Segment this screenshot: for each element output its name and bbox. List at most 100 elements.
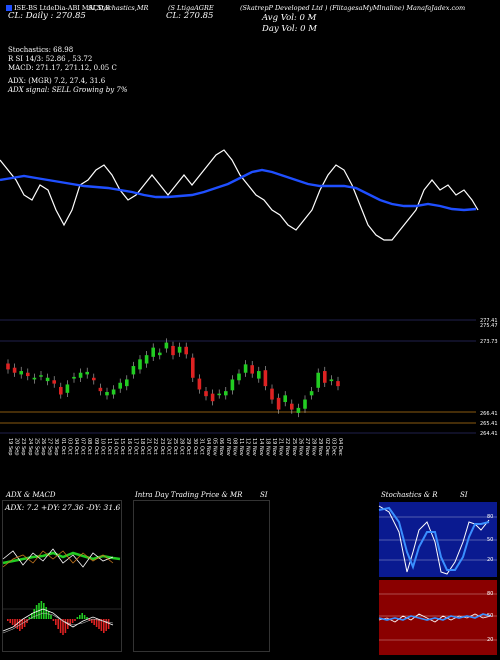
- stochastics-si: R SI 14/3: 52.86 , 53.72: [8, 55, 93, 63]
- candle-bull: [309, 391, 314, 396]
- date-label: 14 Oct: [113, 438, 119, 455]
- macd-bar: [103, 619, 105, 633]
- macd-bar: [21, 619, 23, 629]
- macd-bar: [26, 619, 28, 623]
- candle-bull: [303, 399, 307, 409]
- adx-chart: [2, 548, 121, 635]
- stoch-si: SI: [460, 491, 468, 499]
- candle-bear: [210, 393, 215, 402]
- candle-bear: [184, 346, 188, 355]
- macd-bar: [64, 619, 67, 633]
- rsi-level-20: 20: [487, 637, 493, 643]
- macd-bar: [62, 619, 64, 635]
- candles-group: [6, 338, 340, 418]
- date-label: 25 Oct: [172, 438, 178, 455]
- rsi-level-50: 50: [487, 613, 493, 619]
- date-label: 04 Oct: [73, 438, 79, 455]
- macd-bar: [91, 619, 93, 623]
- candle-bull: [283, 395, 287, 403]
- candle-bull: [257, 371, 261, 379]
- candle-bear: [92, 377, 96, 381]
- macd-bar: [14, 619, 16, 627]
- stoch-title: Stochastics & R: [381, 491, 438, 499]
- legend-marker-icon: [6, 5, 12, 11]
- macd-bar: [35, 605, 38, 619]
- candle-bear: [98, 387, 103, 392]
- adx-panel-values: ADX: 7.2 +DY: 27.36 -DY: 31.6: [5, 503, 121, 512]
- price-label-3: 266.41: [480, 411, 498, 417]
- candle-bear: [26, 372, 30, 377]
- stochastics-panel: 80 50 20: [378, 502, 497, 577]
- stoch-level-80: 80: [487, 514, 493, 520]
- adx-white-line: [2, 548, 114, 568]
- macd-bar: [88, 619, 91, 621]
- candle-bull: [230, 379, 235, 391]
- date-label: 18 Oct: [139, 438, 145, 455]
- adx-macd-panel: ADX: 7.2 +DY: 27.36 -DY: 31.6: [2, 500, 122, 652]
- candle-bull: [118, 382, 122, 389]
- macd-bar: [71, 619, 74, 623]
- adx-orange-line: [2, 550, 114, 568]
- macd-bar: [100, 619, 103, 631]
- date-label: 04 Dec: [337, 438, 343, 456]
- date-label: 30 Oct: [192, 438, 198, 455]
- candle-bull: [85, 371, 89, 375]
- macd-bar: [83, 615, 86, 619]
- date-label: 16 Oct: [126, 438, 132, 455]
- stochastics-value: Stochastics: 68.98: [8, 46, 74, 54]
- adx-values: ADX: (MGR) 7.2, 27.4, 31.6: [8, 77, 106, 85]
- candle-bull: [72, 376, 76, 379]
- candle-bull: [144, 355, 149, 364]
- date-label: 30 Sep: [53, 438, 59, 455]
- macd-bar: [11, 619, 14, 625]
- macd-bar: [52, 619, 55, 621]
- candle-bull: [151, 347, 155, 357]
- date-label: 21 Oct: [146, 438, 152, 455]
- header-close-price: CL: Daily : 270.85: [8, 11, 86, 21]
- candle-bull: [78, 372, 83, 378]
- macd-bar: [57, 619, 59, 629]
- header-col3-close: CL: 270.85: [166, 11, 214, 21]
- date-label: 22 Nov: [284, 438, 290, 456]
- candle-bull: [19, 371, 23, 375]
- macd-bar: [31, 613, 33, 619]
- macd-bar: [81, 613, 83, 619]
- macd-bar: [28, 617, 31, 619]
- macd-bar: [47, 611, 50, 619]
- adx-green-line: [2, 551, 121, 565]
- candle-bull: [329, 379, 334, 382]
- candle-bear: [323, 371, 327, 383]
- candle-bull: [138, 359, 142, 370]
- candle-bear: [270, 388, 274, 400]
- rsi-white-line: [378, 613, 492, 623]
- date-label: 03 Oct: [66, 438, 72, 455]
- date-label: 09 Oct: [93, 438, 99, 455]
- date-label: 28 Nov: [311, 438, 317, 456]
- candle-bull: [237, 373, 241, 381]
- date-label: 23 Sep: [20, 438, 26, 455]
- candle-bear: [52, 380, 56, 384]
- date-axis: 19 Sep 20 Sep 23 Sep 24 Sep 25 Sep 26 Sep 27 S…: [7, 438, 343, 456]
- date-label: 11 Oct: [106, 438, 112, 455]
- oscillator-chart: [0, 149, 479, 241]
- candle-bull: [177, 346, 182, 353]
- candle-bear: [250, 365, 254, 374]
- macd-bar: [93, 619, 95, 625]
- date-label: 17 Oct: [132, 438, 138, 455]
- date-label: 02 Dec: [324, 438, 330, 456]
- macd-bar: [55, 619, 57, 625]
- candle-bear: [204, 391, 208, 397]
- candle-bull: [158, 352, 162, 356]
- date-label: 27 Nov: [304, 438, 310, 456]
- date-label: 31 Oct: [198, 438, 204, 455]
- ticker-legend: ISE-BS LtdeDia-ABI MACD,B: [6, 4, 110, 12]
- stoch-blue-line: [378, 506, 490, 571]
- macd-bar: [45, 607, 47, 619]
- oscillator-white-line: [0, 149, 479, 241]
- macd-bar: [9, 619, 11, 623]
- avg-volume: Avg Vol: 0 M: [262, 13, 317, 23]
- candle-bull: [125, 379, 129, 387]
- header-col1-line1: ISE-BS LtdeDia-ABI MACD,B: [14, 4, 111, 12]
- macd-bar: [98, 619, 100, 629]
- adx-signal: ADX signal: SELL Growing by 7%: [8, 86, 128, 94]
